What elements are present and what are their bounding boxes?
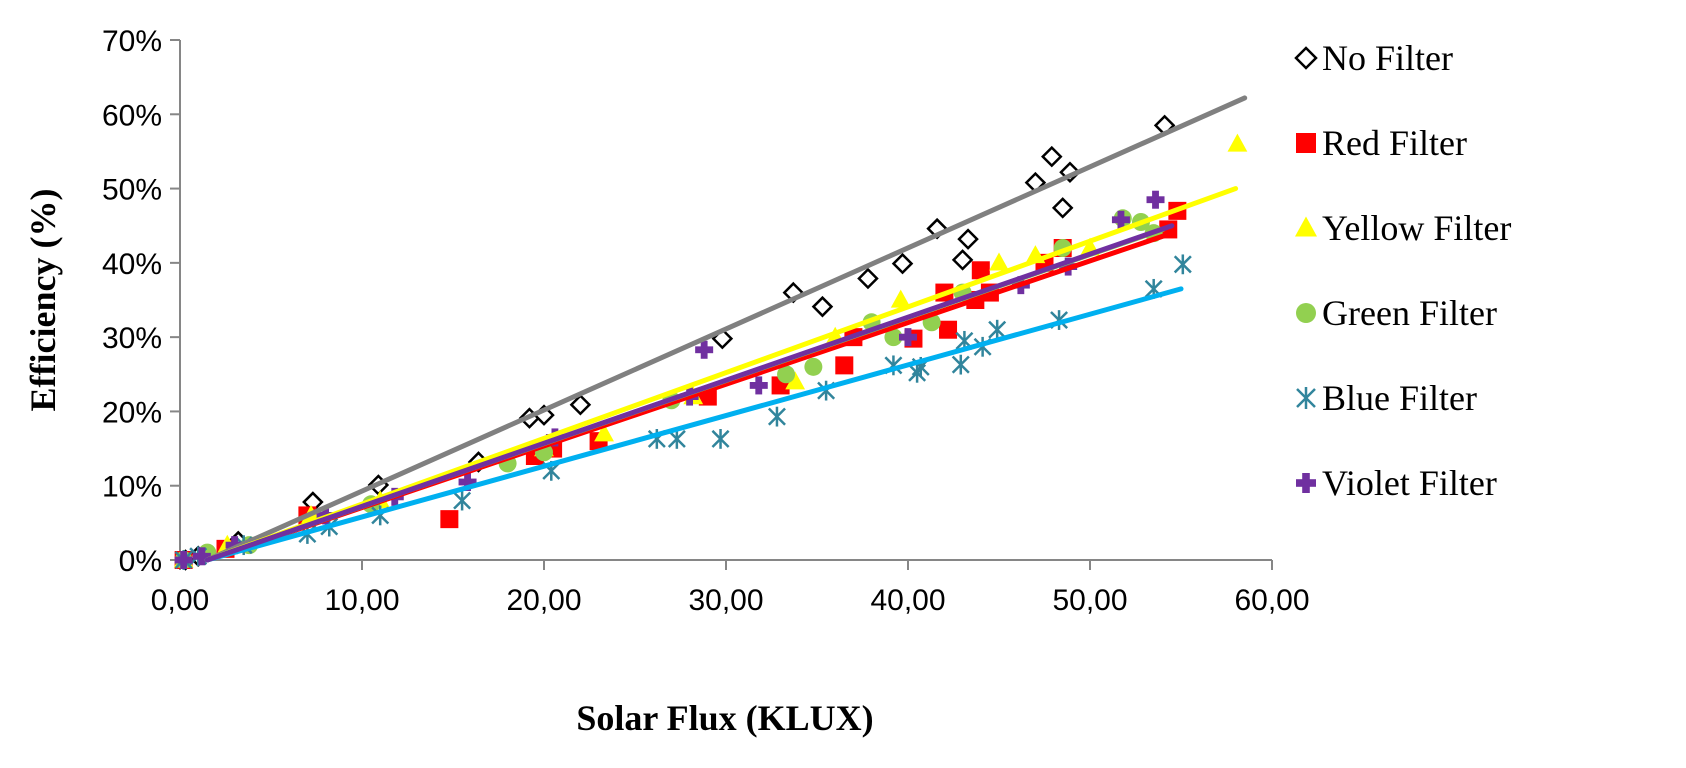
violet-filter-point <box>899 328 917 347</box>
legend-label-red-filter: Red Filter <box>1322 123 1467 163</box>
green-filter-point <box>804 357 823 376</box>
yellow-filter-point <box>1227 133 1248 152</box>
legend-label-blue-filter: Blue Filter <box>1322 378 1477 418</box>
yellow-filter-point <box>785 371 806 390</box>
violet-filter-point <box>192 547 211 566</box>
green-filter-point <box>777 365 796 384</box>
no-filter-point <box>569 393 592 416</box>
no-filter-point <box>891 252 914 275</box>
violet-filter-point <box>1111 210 1130 229</box>
no-filter-point <box>857 267 879 290</box>
violet-filter-point <box>695 340 714 359</box>
legend-label-yellow-filter: Yellow Filter <box>1322 208 1511 248</box>
blue-filter-point <box>767 406 786 427</box>
no-filter-point <box>957 228 979 250</box>
axes: 0% 10% 20% 30% 40% 50% 60% 70% 0,00 10,00 20,00 30,… <box>102 25 1310 617</box>
y-tick-label: 60% <box>102 99 162 132</box>
red-filter-point <box>440 510 459 529</box>
legend: No Filter Red Filter Yellow Filter Green Fi… <box>1294 38 1511 503</box>
violet-filter-trendline <box>204 223 1175 563</box>
legend-marker-red-filter <box>1296 133 1316 153</box>
x-tick-label: 0,00 <box>151 584 209 617</box>
yellow-filter-point <box>989 252 1009 271</box>
red-filter-point <box>971 261 990 280</box>
x-tick-label: 40,00 <box>870 584 945 617</box>
legend-label-green-filter: Green Filter <box>1322 293 1497 333</box>
legend-marker-green-filter <box>1296 303 1316 323</box>
y-tick-label: 40% <box>102 248 162 281</box>
no-filter-trendline <box>204 95 1248 563</box>
legend-marker-yellow-filter <box>1295 216 1317 237</box>
blue-filter-point <box>1173 254 1192 275</box>
legend-marker-no-filter <box>1294 46 1318 70</box>
x-tick-label: 20,00 <box>506 584 581 617</box>
violet-filter-point <box>174 551 193 569</box>
y-tick-label: 50% <box>102 174 162 207</box>
y-tick-label: 20% <box>102 396 162 429</box>
trendlines <box>204 95 1248 563</box>
violet-filter-point <box>1146 190 1165 209</box>
no-filter-point <box>1051 197 1074 219</box>
legend-marker-blue-filter <box>1296 387 1316 409</box>
x-tick-label: 50,00 <box>1052 584 1127 617</box>
x-tick-label: 30,00 <box>688 584 763 617</box>
no-filter-point <box>951 249 974 271</box>
y-tick-label: 10% <box>102 471 162 504</box>
violet-filter-point <box>458 473 477 491</box>
blue-filter-point <box>667 429 686 449</box>
red-filter-point <box>939 320 958 339</box>
blue-filter-point <box>453 490 472 511</box>
no-filter-point <box>811 295 834 318</box>
yellow-filter-point <box>890 289 911 308</box>
red-filter-point <box>835 356 854 375</box>
y-tick-label: 0% <box>119 545 162 578</box>
blue-filter-point <box>988 319 1007 340</box>
legend-label-no-filter: No Filter <box>1322 38 1453 78</box>
y-tick-label: 70% <box>102 25 162 58</box>
blue-filter-point <box>951 354 970 375</box>
blue-filter-point <box>711 429 730 449</box>
yellow-filter-point <box>594 423 614 442</box>
x-axis-title: Solar Flux (KLUX) <box>576 698 873 738</box>
no-filter-point <box>1041 145 1063 168</box>
y-tick-label: 30% <box>102 322 162 355</box>
violet-filter-point <box>749 376 768 395</box>
x-tick-label: 60,00 <box>1234 584 1309 617</box>
blue-filter-trendline <box>204 286 1184 563</box>
legend-marker-violet-filter <box>1296 473 1316 493</box>
x-tick-label: 10,00 <box>324 584 399 617</box>
green-filter-point <box>884 328 903 347</box>
legend-label-violet-filter: Violet Filter <box>1322 463 1497 503</box>
y-axis-title: Efficiency (%) <box>23 189 63 412</box>
